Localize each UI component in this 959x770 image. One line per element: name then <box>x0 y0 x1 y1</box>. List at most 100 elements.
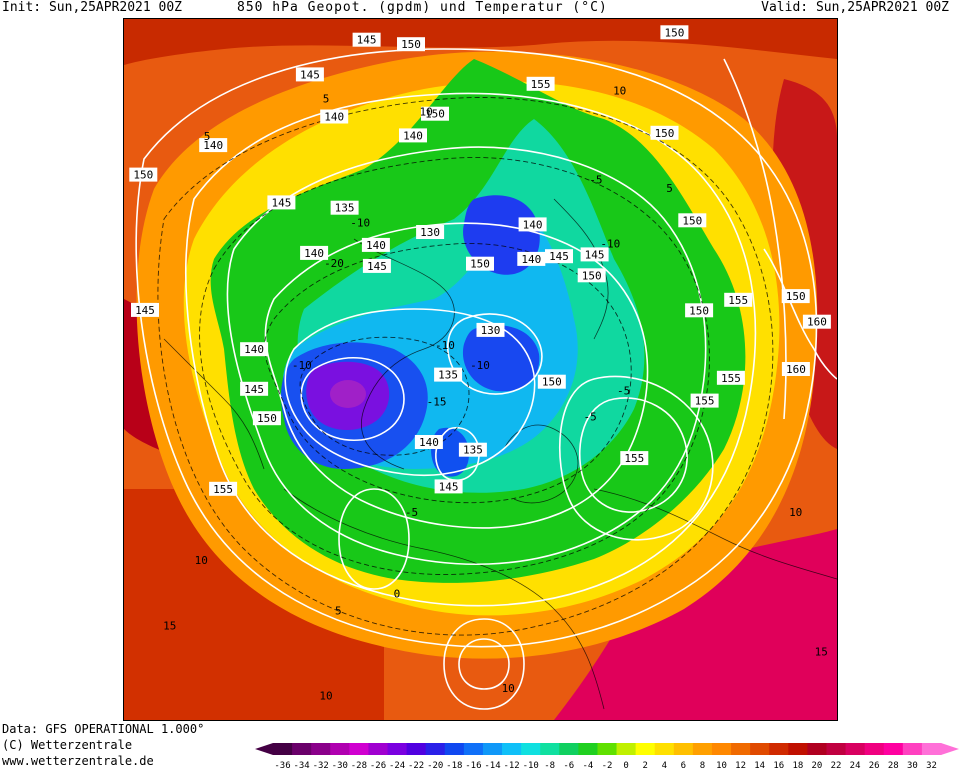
height-label-text: 150 <box>425 108 445 121</box>
colorbar-tick-label: 10 <box>716 761 727 770</box>
height-label-text: 150 <box>133 169 153 182</box>
height-label-box <box>320 109 349 124</box>
colorbar-swatch <box>482 743 503 755</box>
height-label: 140 <box>414 435 443 449</box>
height-label: 145 <box>434 479 463 494</box>
height-label: 140 <box>399 128 427 143</box>
height-label-box <box>434 367 463 382</box>
height-label-text: 145 <box>357 34 377 47</box>
height-label-text: 150 <box>689 304 709 317</box>
height-label: 135 <box>330 200 359 215</box>
colorbar-tick-label: 16 <box>773 761 784 770</box>
height-label-box <box>295 67 324 82</box>
height-label-text: 150 <box>470 258 490 271</box>
colorbar-tick-label: -14 <box>484 761 500 770</box>
height-label: 150 <box>650 125 679 140</box>
colorbar-swatch <box>444 743 465 755</box>
colorbar-swatch <box>750 743 770 755</box>
colorbar-tick-label: 18 <box>792 761 803 770</box>
colorbar-tick-label: 28 <box>888 761 899 770</box>
height-label: 155 <box>209 481 238 496</box>
temperature-label: 5 <box>666 182 673 195</box>
height-label-box <box>414 435 443 449</box>
temperature-label: 10 <box>502 682 515 695</box>
colorbar-swatch <box>635 743 656 755</box>
height-label-text: 145 <box>585 248 605 261</box>
height-label: 145 <box>352 32 381 47</box>
colorbar-swatch <box>540 743 560 755</box>
colorbar-swatch <box>883 743 904 755</box>
warm-region-north <box>124 19 837 65</box>
temperature-label: -5 <box>405 506 418 519</box>
colorbar-swatch <box>425 743 446 755</box>
map-panel[interactable]: 150 145 140 135 135 155 155 150 145 140 150 155 155 1… <box>123 18 838 721</box>
colorbar-swatch <box>463 743 484 755</box>
height-label-text: 160 <box>786 363 806 376</box>
height-label-text: 150 <box>664 26 684 39</box>
temperature-label: 10 <box>195 554 208 567</box>
height-label-box <box>252 411 281 426</box>
cold-pool-central <box>462 325 540 392</box>
height-label-text: 145 <box>367 260 387 273</box>
colorbar-swatch <box>559 743 579 755</box>
height-label-text: 140 <box>203 139 223 152</box>
height-label-text: 140 <box>304 247 324 260</box>
height-label: 140 <box>300 245 329 260</box>
temperature-label: 0 <box>394 587 401 600</box>
height-label: 145 <box>295 67 324 82</box>
colorbar-swatch <box>406 743 427 755</box>
height-label-text: 145 <box>271 196 291 209</box>
height-label-box <box>209 481 238 496</box>
temperature-label: 10 <box>789 506 802 519</box>
colorbar-swatch <box>349 743 369 755</box>
colorbar-tick-label: 12 <box>735 761 746 770</box>
colorbar-tick-label: -12 <box>503 761 519 770</box>
height-label: 155 <box>690 393 719 408</box>
height-label: 140 <box>320 109 349 124</box>
height-label-text: 140 <box>523 218 543 231</box>
height-label: 140 <box>361 237 390 252</box>
colorbar-tick-label: -10 <box>523 761 539 770</box>
height-label-box <box>240 342 269 357</box>
colorbar-tick-label: -24 <box>389 761 405 770</box>
height-label-box <box>131 302 159 317</box>
colorbar-min-arrow <box>255 743 273 755</box>
map-title: 850 hPa Geopot. (gpdm) und Temperatur (°… <box>237 0 608 15</box>
height-label: 150 <box>252 411 281 426</box>
height-label-box <box>352 32 381 47</box>
colorbar-tick-label: -16 <box>465 761 481 770</box>
colorbar-swatch <box>273 743 293 755</box>
height-label: 140 <box>517 251 546 266</box>
data-source-label: Data: GFS OPERATIONAL 1.000° <box>2 722 205 736</box>
colorbar-swatch <box>502 743 522 755</box>
height-label-box <box>690 393 719 408</box>
temperature-label: -20 <box>324 257 344 270</box>
temperature-label: 10 <box>319 689 332 702</box>
height-label: 150 <box>397 37 425 52</box>
height-label-box <box>517 251 546 266</box>
height-label-text: 150 <box>786 290 806 303</box>
colorbar-max-arrow <box>941 743 959 755</box>
height-label: 155 <box>526 76 555 91</box>
colorbar-swatch <box>311 743 331 755</box>
temperature-label: 10 <box>613 85 626 98</box>
height-label-box <box>685 303 714 318</box>
colorbar-tick-label: 8 <box>700 761 705 770</box>
colorbar-tick-label: 4 <box>662 761 667 770</box>
height-label: 155 <box>724 292 753 307</box>
colorbar-tick-label: -4 <box>582 761 593 770</box>
height-label: 150 <box>685 303 714 318</box>
height-label-text: 155 <box>213 483 233 496</box>
colorbar-tick-label: -26 <box>370 761 386 770</box>
height-label-text: 140 <box>244 343 264 356</box>
colorbar-tick-label: -22 <box>408 761 424 770</box>
height-label: 145 <box>131 302 159 317</box>
height-label: 135 <box>458 442 487 457</box>
height-label: 150 <box>660 25 689 40</box>
colorbar-swatch <box>807 743 827 755</box>
colorbar-swatch <box>711 743 732 755</box>
colorbar-tick-label: 24 <box>850 761 861 770</box>
temperature-label: -10 <box>435 339 455 352</box>
website-link[interactable]: www.wetterzentrale.de <box>2 754 154 768</box>
temperature-geopotential-map[interactable]: 150 145 140 135 135 155 155 150 145 140 150 155 155 1… <box>124 19 837 720</box>
